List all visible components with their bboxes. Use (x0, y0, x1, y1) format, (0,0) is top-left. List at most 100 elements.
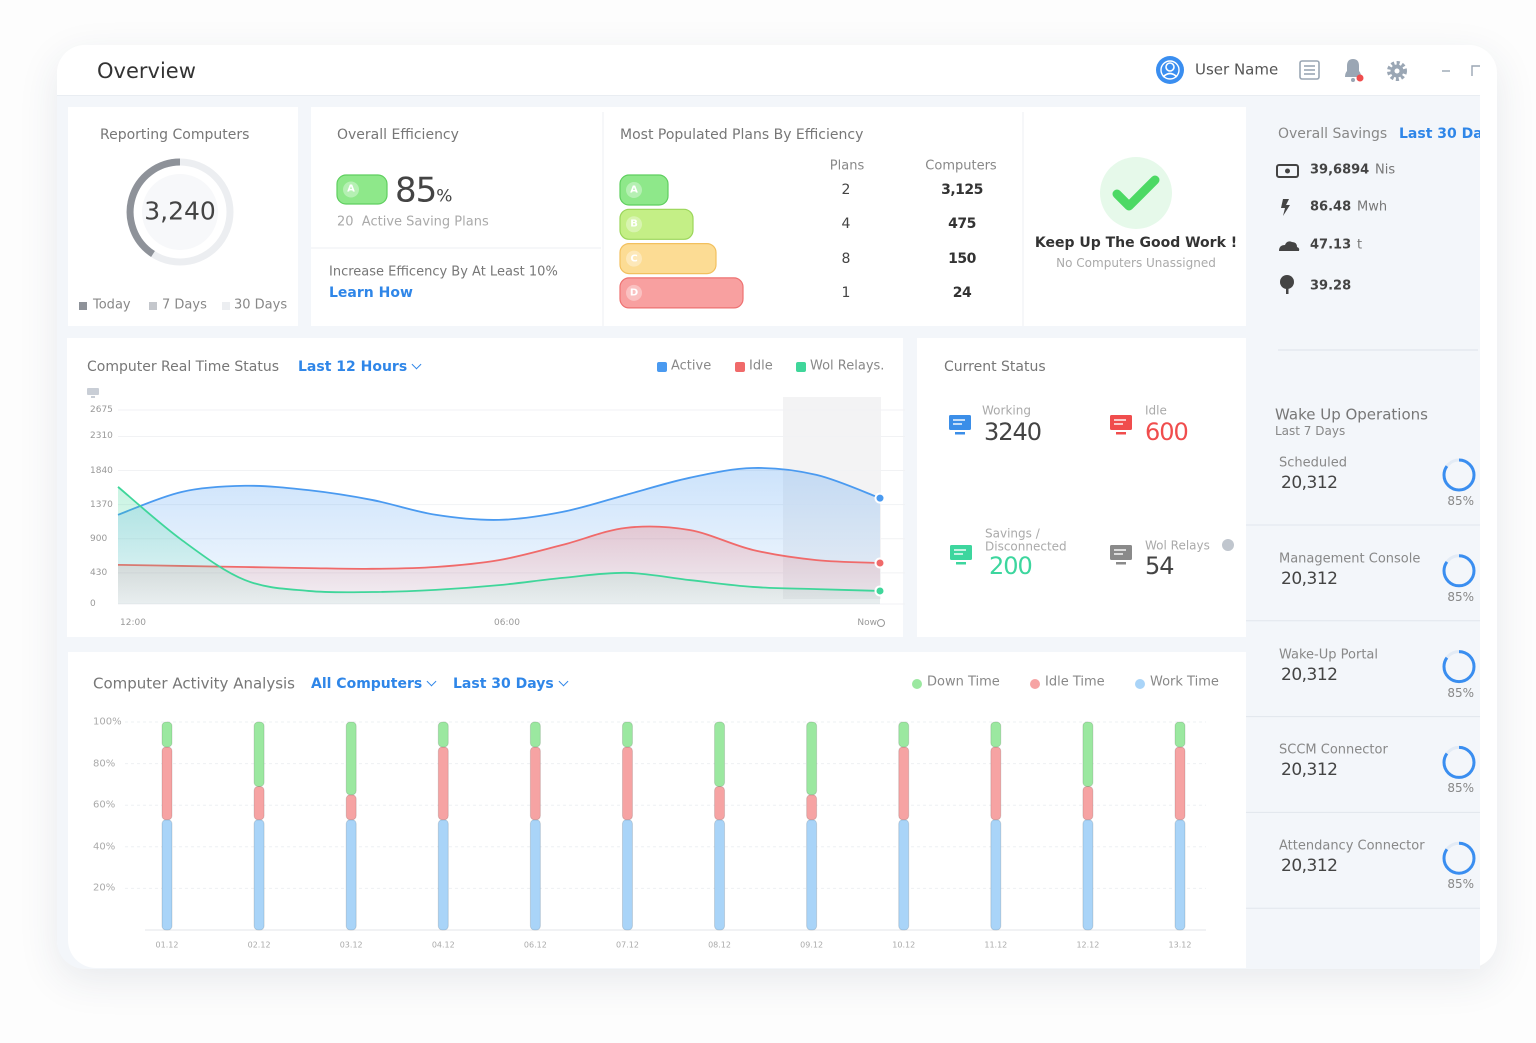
legend-swatch (79, 302, 87, 310)
x-tick-label: 04.12 (431, 940, 455, 950)
bar-segment (898, 721, 910, 748)
monitor-stand (956, 562, 966, 565)
settings-icon[interactable] (1387, 61, 1407, 81)
bar-segment (621, 721, 633, 748)
panel (68, 652, 1246, 968)
filter-dropdown[interactable]: All Computers (311, 676, 435, 692)
panel-title: Overall Savings (1278, 125, 1388, 142)
legend-label: Down Time (927, 674, 1000, 690)
monitor-stand (1116, 562, 1126, 565)
grade-tag (619, 243, 717, 275)
column-header: Computers (925, 158, 997, 174)
saving-value: 39.28 (1310, 278, 1352, 294)
operation-value: 20,312 (1281, 664, 1338, 685)
x-tick-label: 09.12 (800, 940, 824, 950)
panel-title: Overall Efficiency (337, 126, 459, 143)
y-tick-label: 80% (93, 757, 116, 769)
bar-segment (806, 794, 818, 821)
bar-segment (253, 819, 265, 931)
legend-label: Idle Time (1045, 674, 1105, 690)
filter-dropdown[interactable]: Last 30 Days (453, 676, 567, 692)
saving-value: 47.13 (1310, 237, 1352, 253)
monitor (1110, 415, 1132, 430)
y-tick-label: 0 (90, 598, 96, 609)
ring (1442, 554, 1476, 588)
x-tick-label: 08.12 (708, 940, 731, 950)
saving-unit: t (1357, 237, 1363, 253)
operation-percent: 85% (1447, 494, 1474, 509)
x-tick-label: 06.12 (523, 940, 547, 950)
monitor (1110, 545, 1132, 560)
axis-icon (87, 388, 99, 398)
y-tick-label: 20% (93, 882, 116, 894)
ring (1442, 650, 1476, 684)
y-tick-label: 60% (93, 799, 116, 811)
legend-label: Today (93, 297, 131, 313)
area (118, 486, 880, 604)
bar-segment (1082, 721, 1094, 787)
legend-label: Work Time (1150, 674, 1219, 690)
legend-label: Idle (749, 358, 773, 374)
end-point (874, 492, 886, 504)
cloud-icon (1279, 241, 1300, 251)
saving-value: 86.48 (1310, 199, 1352, 215)
tree-icon (1280, 275, 1294, 294)
operation-percent: 85% (1447, 877, 1474, 892)
ring (1442, 745, 1476, 779)
legend-label: 7 Days (162, 297, 207, 313)
operation-value: 20,312 (1281, 473, 1338, 494)
user-icon[interactable] (1156, 56, 1184, 84)
status-label: Working (982, 403, 1031, 418)
legend-swatch (222, 302, 230, 310)
help-icon[interactable] (1222, 539, 1234, 551)
plan-count: 1 (841, 284, 851, 301)
bar-segment (529, 721, 541, 748)
efficiency-value: 85% (395, 170, 453, 211)
user-name[interactable]: User Name (1195, 60, 1279, 79)
period-dropdown[interactable]: Last 12 Hours (298, 359, 420, 375)
status-label: Idle (1145, 403, 1167, 418)
panel-title: Most Populated Plans By Efficiency (620, 126, 864, 143)
grade-dot (343, 181, 359, 198)
bar-segment (529, 746, 541, 821)
monitor-stand (1116, 432, 1126, 435)
y-tick-label: 900 (90, 533, 108, 544)
graphics (79, 56, 1480, 931)
operation-label: Wake-Up Portal (1279, 647, 1378, 663)
saving-unit: Mwh (1357, 199, 1388, 215)
reporting-ring (126, 158, 234, 266)
operation-percent: 85% (1447, 685, 1474, 700)
bar-segment (161, 819, 173, 931)
operation-label: Attendancy Connector (1279, 838, 1425, 854)
legend-label: Wol Relays. (810, 358, 885, 374)
legend-label: Active (671, 358, 712, 374)
learn-link[interactable]: Learn How (329, 284, 413, 301)
line (117, 467, 881, 521)
bar-segment (161, 721, 173, 748)
saving-unit: Nis (1375, 162, 1396, 178)
bar-segment (990, 819, 1002, 931)
reporting-value: 3,240 (144, 196, 216, 226)
legend-dot (1030, 679, 1040, 689)
legend-label: 30 Days (234, 297, 288, 313)
efficiency-plans: 20 Active Saving Plans (337, 214, 489, 230)
x-tick-label: 02.12 (247, 940, 271, 950)
message-subtitle: No Computers Unassigned (1056, 256, 1216, 271)
grade-tag (619, 174, 669, 206)
period-link[interactable]: Last 30 Days (1399, 125, 1480, 142)
check-icon (1100, 157, 1172, 229)
restore-button[interactable] (1471, 65, 1480, 76)
grade-dot (626, 250, 642, 267)
bar-segment (345, 794, 357, 821)
grade-tag (619, 208, 694, 240)
status-icon (949, 415, 971, 435)
status-value: 3240 (984, 418, 1042, 447)
bell-icon[interactable] (1345, 59, 1364, 82)
bar-segment (714, 721, 726, 787)
bar-segment (806, 819, 818, 931)
list-icon[interactable] (1299, 60, 1320, 80)
grade-letter: C (630, 252, 638, 264)
status-value: 200 (989, 552, 1033, 581)
grade-dot (626, 284, 642, 301)
monitor (949, 415, 971, 430)
